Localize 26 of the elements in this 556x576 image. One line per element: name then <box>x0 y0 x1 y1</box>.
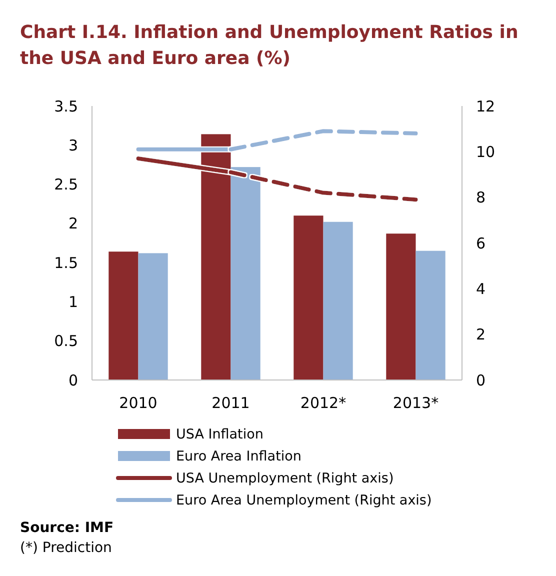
y2-tick-label: 0 <box>476 371 486 390</box>
x-tick-label: 2013* <box>392 394 440 412</box>
y-tick-label: 2 <box>68 214 78 233</box>
y2-tick-label: 6 <box>476 234 486 252</box>
y-tick-label: 1 <box>68 292 78 311</box>
y2-tick-label: 4 <box>476 280 486 298</box>
x-tick-label: 2011 <box>212 394 250 412</box>
legend-label: USA Inflation <box>176 426 264 443</box>
y-tick-label: 0 <box>68 371 78 390</box>
y-tick-label: 1.5 <box>54 254 78 272</box>
source-note: Source: IMF <box>20 520 114 536</box>
chart-title: Chart I.14. Inflation and Unemployment Ratios in the USA and Euro area (%) <box>20 22 518 69</box>
legend-label: Euro Area Inflation <box>176 448 302 465</box>
x-tick-label: 2012* <box>300 394 347 412</box>
legend-label: USA Unemployment (Right axis) <box>176 470 394 487</box>
legend-label: Euro Area Unemployment (Right axis) <box>176 492 432 509</box>
x-tick-label: 2010 <box>119 394 158 412</box>
y2-tick-label: 12 <box>476 97 496 116</box>
y2-tick-label: 2 <box>476 326 486 344</box>
y2-tick-label: 10 <box>476 142 496 161</box>
y-tick-label: 3.5 <box>54 97 78 116</box>
y2-tick-label: 8 <box>476 188 486 207</box>
y-tick-label: 2.5 <box>54 176 78 194</box>
y-tick-label: 0.5 <box>54 332 78 350</box>
text: (*) Prediction <box>20 540 112 556</box>
y-tick-label: 3 <box>68 136 78 154</box>
